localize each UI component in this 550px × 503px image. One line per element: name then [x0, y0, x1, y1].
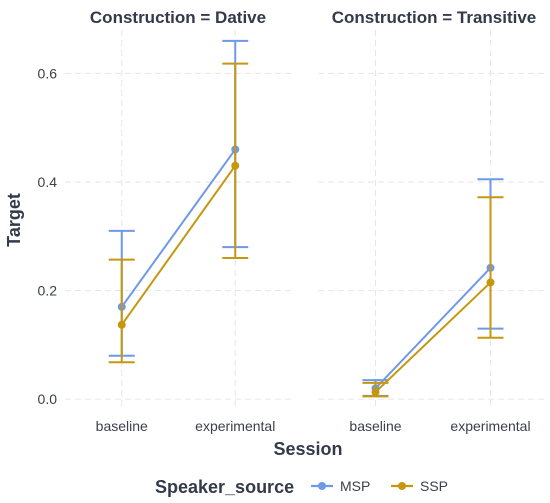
legend-label-msp: MSP [340, 478, 370, 494]
x-axis-title: Session [273, 439, 342, 459]
legend-dot-ssp [398, 482, 406, 490]
panel-0: baseline experimental [65, 30, 292, 434]
panel-title-dative: Construction = Dative [90, 8, 266, 27]
series-line-ssp [374, 281, 492, 393]
panel-title-transitive: Construction = Transitive [332, 8, 537, 27]
x-tick-label: experimental [450, 418, 530, 434]
y-tick-label: 0.2 [38, 283, 58, 299]
panel-1: baseline experimental [318, 30, 548, 434]
data-point-ssp [117, 320, 126, 329]
legend-dot-msp [318, 482, 326, 490]
legend-item-ssp: SSP [391, 478, 448, 494]
data-point-ssp [371, 388, 380, 397]
legend-label-ssp: SSP [420, 478, 448, 494]
x-tick-label: baseline [349, 418, 401, 434]
series-line-ssp [120, 165, 237, 326]
y-tick-label: 0.6 [38, 65, 58, 81]
y-tick-label: 0.4 [38, 174, 58, 190]
x-tick-label: experimental [195, 418, 275, 434]
series-line-msp [374, 267, 492, 389]
legend-item-msp: MSP [311, 478, 370, 494]
y-tick-label: 0.0 [38, 391, 58, 407]
y-axis-title: Target [4, 193, 24, 247]
data-point-ssp [486, 278, 495, 287]
x-tick-label: baseline [96, 418, 148, 434]
legend-title: Speaker_source [155, 477, 294, 497]
data-point-ssp [231, 161, 240, 170]
legend: Speaker_source MSP SSP [155, 477, 448, 497]
series-line-msp [120, 148, 237, 308]
